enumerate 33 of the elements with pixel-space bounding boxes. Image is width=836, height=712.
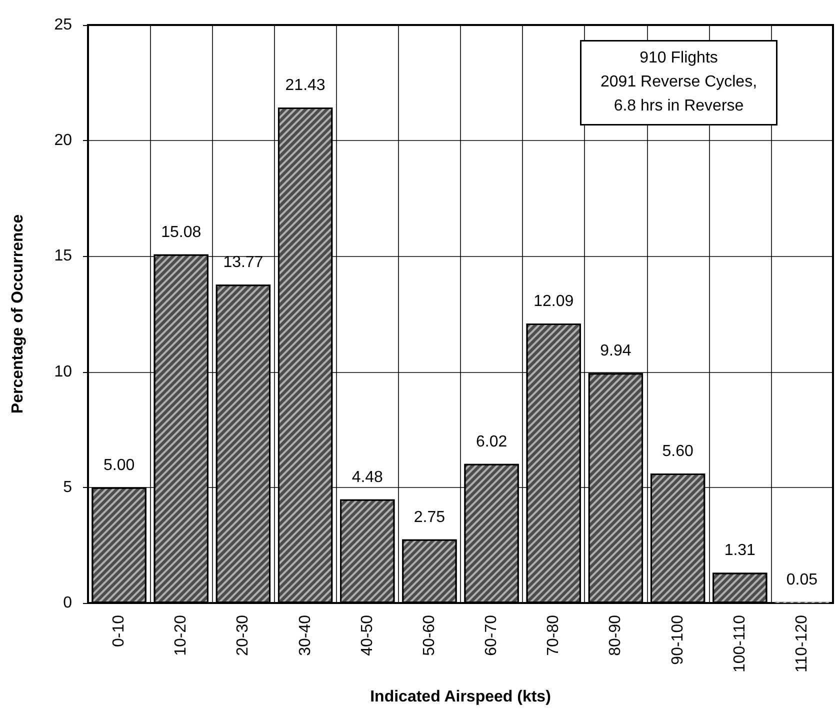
x-tick-label: 90-100 [669, 614, 686, 665]
data-label: 1.31 [724, 542, 756, 560]
data-label: 21.43 [285, 77, 326, 94]
annotation: 910 Flights 2091 Reverse Cycles, 6.8 hrs in Reverse [600, 49, 758, 114]
y-tick-label: 15 [54, 248, 72, 265]
data-label: 9.94 [600, 342, 632, 360]
y-tick-label: 10 [54, 363, 72, 380]
x-tick-label: 40-50 [358, 614, 376, 656]
data-label: 5.00 [103, 456, 135, 474]
y-axis-title: Percentage of Occurrence [10, 214, 26, 414]
x-tick-label: 0-10 [110, 614, 128, 648]
x-tick-label: 20-30 [234, 614, 252, 656]
data-label: 13.77 [223, 254, 264, 272]
data-label: 2.75 [414, 508, 446, 526]
data-label: 4.48 [352, 468, 384, 486]
data-label: 6.02 [476, 433, 508, 450]
x-tick-label: 110-120 [793, 614, 810, 673]
x-tick-label: 50-60 [420, 614, 438, 656]
y-tick-label: 20 [54, 132, 72, 150]
x-tick-label: 70-80 [545, 614, 562, 656]
x-tick-label: 100-110 [731, 614, 748, 673]
x-tick-label: 60-70 [483, 614, 500, 656]
x-tick-label: 80-90 [607, 614, 624, 656]
data-label: 5.60 [662, 443, 694, 460]
data-label: 15.08 [161, 224, 202, 241]
y-tick-label: 5 [63, 478, 72, 496]
y-tick-label: 25 [54, 16, 72, 34]
x-tick-label: 10-20 [172, 614, 190, 656]
data-label: 12.09 [534, 292, 574, 310]
y-tick-label: 0 [63, 594, 72, 612]
data-label: 0.05 [786, 571, 818, 588]
x-tick-label: 30-40 [296, 614, 314, 656]
x-axis-title: Indicated Airspeed (kts) [370, 688, 551, 706]
